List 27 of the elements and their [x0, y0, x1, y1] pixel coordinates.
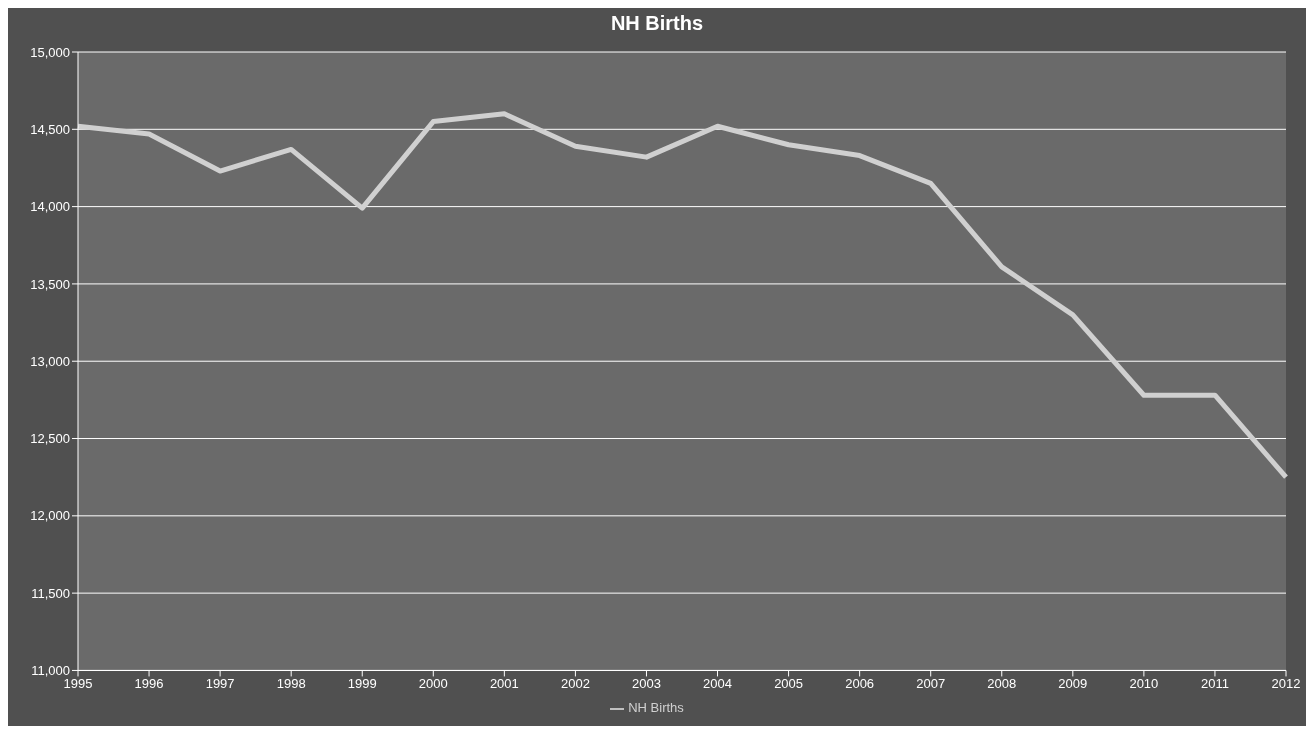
- x-tick-label: 2004: [703, 675, 732, 691]
- y-tick-label: 13,000: [30, 353, 70, 369]
- y-tick-label: 12,000: [30, 508, 70, 524]
- y-tick-label: 15,000: [30, 44, 70, 60]
- x-tick-label: 2007: [916, 675, 946, 691]
- x-tick-label: 2012: [1271, 675, 1301, 691]
- chart-title: NH Births: [609, 11, 705, 36]
- x-tick-label: 2011: [1200, 675, 1229, 691]
- y-tick-label: 14,000: [30, 199, 70, 215]
- x-tick-label: 2010: [1129, 675, 1159, 691]
- x-tick-label: 1996: [134, 675, 164, 691]
- x-tick-label: 2001: [489, 675, 519, 691]
- x-tick-label: 2005: [774, 675, 804, 691]
- x-tick-label: 1997: [205, 675, 235, 691]
- x-tick-label: 1999: [347, 675, 377, 691]
- x-tick-label: 1998: [276, 675, 306, 691]
- x-tick-label: 2008: [987, 675, 1017, 691]
- y-tick-label: 11,500: [31, 585, 70, 601]
- y-tick-label: 14,500: [30, 121, 70, 137]
- x-tick-label: 2009: [1058, 675, 1088, 691]
- x-tick-label: 2006: [845, 675, 875, 691]
- x-tick-label: 2003: [632, 675, 661, 691]
- x-tick-label: 2002: [560, 675, 590, 691]
- legend-label: NH Births: [628, 700, 684, 716]
- y-tick-label: 13,500: [30, 276, 70, 292]
- x-tick-label: 2000: [418, 675, 448, 691]
- y-tick-label: 12,500: [30, 431, 70, 447]
